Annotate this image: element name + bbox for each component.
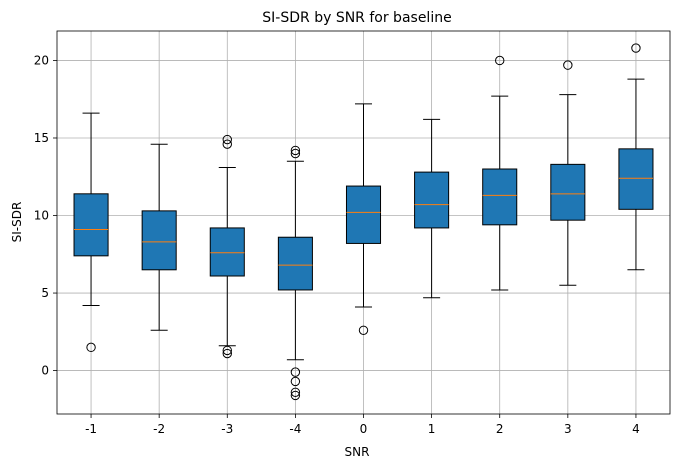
outlier-point [222,134,232,145]
y-tick-label: 10 [34,209,49,223]
box--3 [209,227,245,277]
outlier-point [290,387,301,397]
x-tick-label: 2 [496,422,504,436]
outlier-point [222,348,232,359]
outlier-point [222,139,232,149]
y-axis-label: SI-SDR [10,202,24,243]
y-tick-label: 20 [34,53,49,67]
outlier-point [290,376,301,387]
box-2 [482,168,518,226]
x-tick-label: -1 [85,422,97,436]
x-tick-label: 1 [428,422,436,436]
x-tick-label: 0 [360,422,368,436]
x-tick-label: 4 [632,422,640,436]
outlier-point [290,367,301,377]
plot-area: 0 5 10 15 20 -1 -2 -3 -4 0 1 2 3 4 [34,30,671,436]
y-tick-label: 5 [41,286,49,300]
x-axis-label: SNR [345,445,370,459]
x-tick-label: -4 [289,422,301,436]
box-4 [618,148,654,210]
outlier-point [290,148,301,159]
box-3 [550,163,586,221]
axes-frame [56,30,671,415]
outlier-point [495,55,505,66]
chart-title: SI-SDR by SNR for baseline [262,10,451,26]
x-tick-label: 3 [564,422,572,436]
outlier-point [290,390,301,401]
x-tick-label: -2 [153,422,165,436]
box--1 [73,193,109,257]
outlier-point [290,145,301,156]
y-tick-label: 15 [34,131,49,145]
box-1 [414,171,450,229]
x-tick-label: -3 [221,422,233,436]
outlier-point [86,342,96,353]
outlier-point [222,345,232,356]
box-0 [345,185,382,244]
outlier-point [631,43,641,53]
y-tick-label: 0 [41,364,49,378]
outlier-point [563,60,573,70]
outlier-point [358,325,369,335]
box--4 [277,236,313,291]
box--2 [141,210,177,271]
